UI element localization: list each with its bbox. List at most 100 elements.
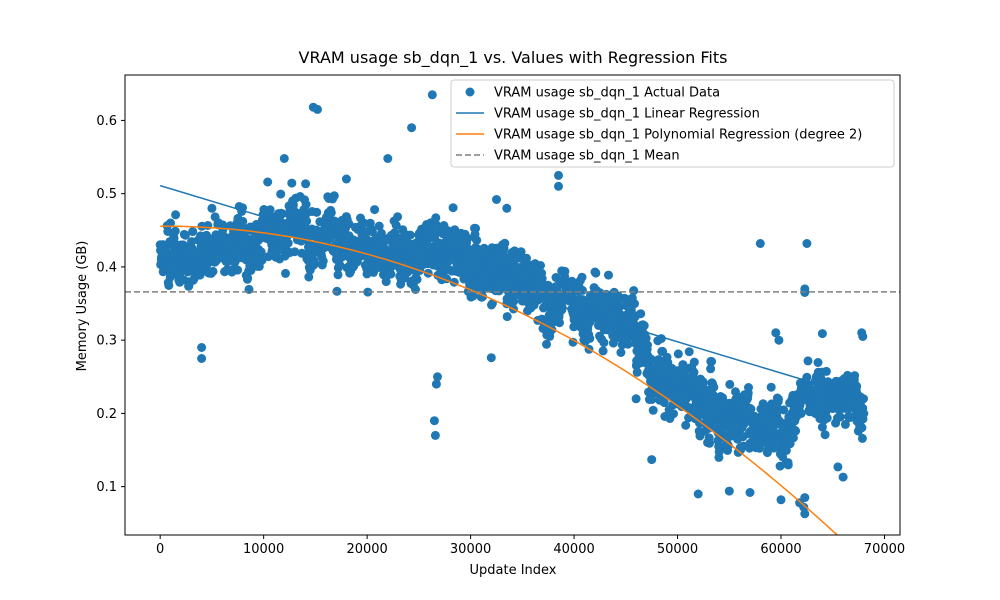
scatter-point <box>502 312 512 322</box>
scatter-point <box>290 247 300 257</box>
scatter-point <box>850 371 860 381</box>
scatter-point <box>430 430 440 440</box>
scatter-point <box>509 296 519 306</box>
scatter-point <box>301 200 311 209</box>
scatter-point <box>725 379 735 389</box>
scatter-point <box>427 90 437 100</box>
scatter-point <box>648 405 658 415</box>
scatter-point <box>599 338 609 348</box>
scatter-point <box>791 426 801 436</box>
scatter-point <box>238 216 248 226</box>
scatter-point <box>330 216 339 226</box>
scatter-point <box>802 239 812 248</box>
x-tick-label: 70000 <box>864 542 905 557</box>
scatter-point <box>591 268 601 278</box>
scatter-point <box>462 233 472 243</box>
scatter-point <box>616 348 626 357</box>
x-tick-label: 10000 <box>243 542 284 557</box>
scatter-point <box>647 395 657 404</box>
legend-box <box>450 79 895 168</box>
scatter-point <box>800 509 810 519</box>
scatter-point <box>647 455 657 465</box>
scatter-point <box>370 205 380 215</box>
scatter-point <box>598 346 608 356</box>
scatter-point <box>835 412 845 422</box>
scatter-point <box>243 273 253 283</box>
scatter-point <box>381 277 391 287</box>
scatter-point <box>374 221 384 231</box>
x-axis-label: Update Index <box>469 563 556 578</box>
scatter-point <box>766 382 776 392</box>
scatter-point <box>783 460 793 470</box>
scatter-point <box>393 212 403 222</box>
scatter-point <box>723 441 733 451</box>
scatter-point <box>755 239 765 248</box>
scatter-point <box>383 154 393 163</box>
scatter-point <box>560 266 570 276</box>
scatter-point <box>707 357 717 366</box>
scatter-point <box>705 438 714 448</box>
scatter-point <box>405 230 415 240</box>
scatter-point <box>287 178 297 188</box>
chart-title: VRAM usage sb_dqn_1 vs. Values with Regr… <box>299 48 728 68</box>
scatter-point <box>796 408 806 418</box>
polynomial-regression-line <box>160 225 839 535</box>
scatter-point <box>578 285 587 295</box>
scatter-point <box>744 383 753 392</box>
scatter-point <box>536 261 545 270</box>
scatter-point <box>492 195 501 204</box>
scatter-point <box>302 216 312 226</box>
legend-label: VRAM usage sb_dqn_1 Actual Data <box>494 86 720 101</box>
scatter-point <box>715 441 725 451</box>
y-axis-label: Memory Usage (GB) <box>75 241 90 372</box>
scatter-point <box>577 272 587 282</box>
scatter-point <box>256 247 266 257</box>
scatter-point <box>659 398 669 408</box>
scatter-point <box>631 394 641 404</box>
scatter-point <box>543 280 553 290</box>
scatter-point <box>312 207 322 217</box>
scatter-point <box>776 495 786 505</box>
scatter-point <box>639 321 649 331</box>
scatter-point <box>673 349 683 359</box>
x-tick-label: 20000 <box>346 542 387 557</box>
scatter-point <box>359 218 369 228</box>
scatter-point <box>283 238 293 248</box>
scatter-point <box>277 209 287 219</box>
scatter-point <box>857 433 867 443</box>
scatter-point <box>585 333 595 343</box>
scatter-point <box>554 181 563 191</box>
scatter-point <box>820 430 830 440</box>
legend-marker-scatter <box>465 87 475 97</box>
scatter-point <box>486 353 496 363</box>
legend-label: VRAM usage sb_dqn_1 Mean <box>494 149 680 164</box>
scatter-point <box>471 223 481 233</box>
scatter-point <box>363 287 373 297</box>
scatter-point <box>263 177 273 187</box>
scatter-point <box>636 309 646 319</box>
scatter-point <box>822 413 832 423</box>
scatter-point <box>555 318 564 328</box>
scatter-point <box>803 356 813 366</box>
scatter-point <box>604 270 613 280</box>
scatter-point <box>623 339 633 349</box>
scatter-point <box>276 189 286 199</box>
scatter-point <box>630 299 639 309</box>
scatter-point <box>689 367 699 377</box>
scatter-point <box>817 329 827 339</box>
scatter-point <box>788 433 798 443</box>
scatter-point <box>333 270 343 280</box>
scatter-point <box>188 227 198 237</box>
y-tick-label: 0.5 <box>96 187 117 202</box>
scatter-point <box>709 390 718 400</box>
scatter-point <box>838 472 848 482</box>
scatter-point <box>315 217 325 227</box>
scatter-point <box>407 123 417 133</box>
scatter-point <box>724 486 734 496</box>
scatter-point <box>472 235 482 245</box>
scatter-point <box>643 340 652 350</box>
scatter-point <box>180 230 190 240</box>
scatter-point <box>487 299 497 308</box>
scatter-point <box>706 364 716 374</box>
scatter-point <box>163 227 173 236</box>
